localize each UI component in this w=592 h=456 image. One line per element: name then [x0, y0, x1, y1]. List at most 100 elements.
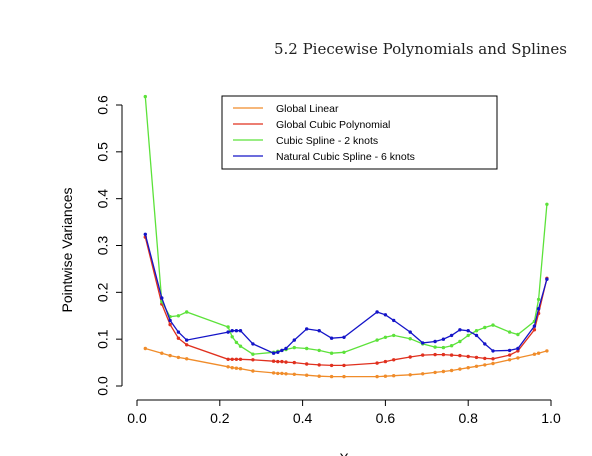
- data-point: [276, 359, 280, 364]
- data-point: [474, 333, 479, 338]
- data-point: [507, 353, 512, 357]
- data-point: [280, 348, 284, 353]
- data-point: [532, 352, 537, 356]
- data-point: [483, 363, 487, 367]
- data-point: [441, 337, 446, 341]
- legend-label: Natural Cubic Spline - 6 knots: [276, 151, 415, 163]
- data-point: [545, 277, 549, 281]
- data-point: [305, 346, 309, 351]
- data-point: [536, 297, 541, 302]
- data-point: [185, 343, 189, 347]
- data-point: [176, 355, 181, 360]
- data-point: [483, 342, 487, 346]
- data-point: [271, 371, 276, 375]
- data-point: [375, 338, 379, 342]
- data-point: [421, 353, 425, 357]
- data-point: [491, 323, 495, 327]
- data-point: [421, 341, 425, 345]
- data-point: [280, 371, 284, 376]
- data-point: [234, 366, 239, 370]
- data-point: [532, 328, 537, 332]
- plot-area: 0.0 0.2 0.4 0.6 0.8 1.0 0.0 0.1 0.2 0.3 0.4 0.5 0.6: [95, 95, 561, 426]
- data-point: [483, 356, 487, 361]
- data-point: [342, 335, 346, 339]
- data-point: [441, 345, 446, 350]
- data-point: [545, 349, 549, 353]
- data-point: [176, 336, 181, 340]
- data-point: [458, 353, 462, 358]
- data-point: [342, 374, 346, 379]
- data-point: [449, 333, 454, 338]
- data-point: [230, 329, 234, 333]
- data-point: [458, 367, 462, 371]
- data-point: [226, 325, 230, 329]
- data-point: [383, 335, 388, 339]
- data-point: [176, 314, 181, 318]
- y-tick-label: 0.1: [95, 329, 111, 349]
- data-point: [271, 351, 276, 355]
- data-point: [317, 363, 321, 367]
- legend-box: [221, 95, 498, 170]
- data-point: [449, 353, 454, 357]
- data-point: [342, 363, 346, 368]
- data-point: [433, 339, 437, 344]
- data-point: [284, 372, 288, 376]
- data-point: [284, 346, 288, 351]
- data-point: [292, 372, 296, 376]
- data-point: [251, 342, 255, 346]
- data-point: [168, 318, 172, 323]
- data-point: [305, 373, 309, 377]
- legend-label: Global Linear: [276, 103, 339, 115]
- data-point: [421, 372, 425, 376]
- data-point: [433, 352, 437, 357]
- data-point: [160, 296, 164, 300]
- y-tick-label: 0.5: [95, 142, 111, 162]
- data-point: [342, 350, 346, 354]
- data-point: [143, 232, 147, 236]
- data-point: [383, 374, 388, 378]
- data-point: [507, 330, 512, 334]
- data-point: [143, 94, 147, 99]
- data-point: [474, 364, 479, 368]
- data-point: [226, 357, 230, 361]
- data-point: [276, 371, 280, 376]
- data-point: [441, 352, 446, 357]
- data-point: [392, 374, 396, 378]
- data-point: [466, 329, 470, 333]
- data-point: [230, 335, 234, 339]
- data-point: [280, 359, 284, 364]
- series-1: [143, 235, 549, 368]
- data-point: [458, 339, 462, 344]
- data-point: [545, 202, 549, 206]
- legend-entries: Global Linear Global Cubic Polynomial Cubi…: [233, 103, 415, 163]
- data-point: [317, 329, 321, 333]
- data-point: [251, 352, 255, 356]
- y-tick-label: 0.3: [95, 236, 111, 256]
- data-point: [292, 338, 296, 342]
- data-point: [226, 330, 230, 334]
- data-point: [230, 357, 234, 361]
- data-point: [317, 348, 321, 353]
- data-point: [251, 358, 255, 362]
- data-point: [507, 348, 512, 353]
- data-point: [317, 374, 321, 378]
- data-point: [383, 359, 388, 364]
- y-tick-label: 0.4: [95, 189, 111, 209]
- data-point: [271, 359, 276, 363]
- data-point: [441, 369, 446, 374]
- data-point: [143, 346, 147, 351]
- data-point: [160, 351, 164, 355]
- data-point: [392, 333, 396, 338]
- data-point: [238, 344, 243, 348]
- data-point: [226, 365, 230, 369]
- legend-label: Cubic Spline - 2 knots: [276, 135, 378, 147]
- data-point: [284, 360, 288, 364]
- data-point: [185, 357, 189, 361]
- data-point: [483, 325, 487, 330]
- x-tick-label: 0.8: [458, 410, 478, 426]
- data-point: [466, 354, 470, 359]
- data-point: [507, 358, 512, 362]
- data-point: [408, 337, 412, 341]
- data-point: [305, 327, 309, 331]
- data-point: [474, 329, 479, 333]
